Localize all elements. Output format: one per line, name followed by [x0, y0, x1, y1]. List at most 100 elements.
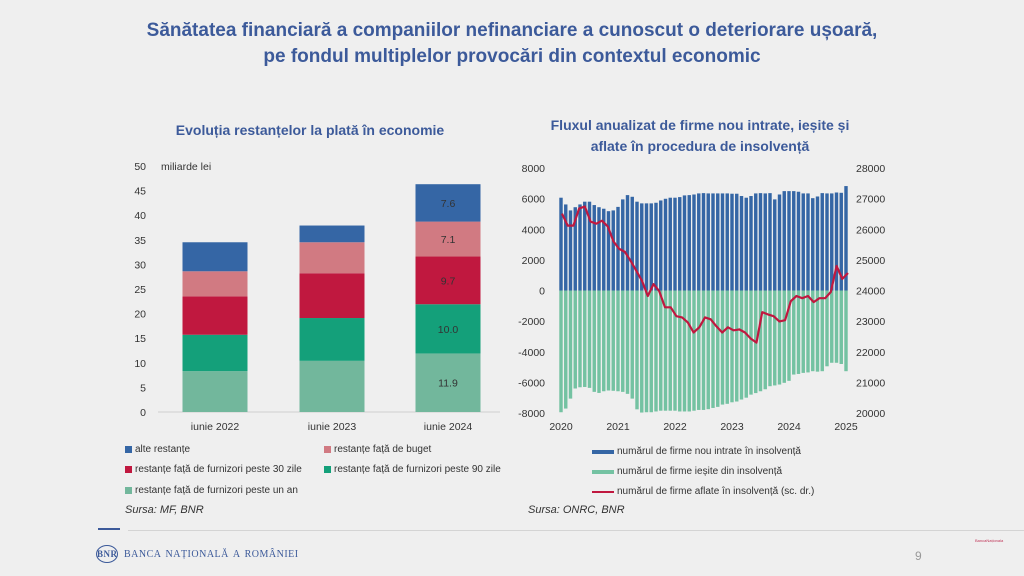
y-tick-label: 10 — [134, 358, 146, 370]
exit-bar — [701, 290, 706, 410]
y-tick-label: 5 — [140, 382, 146, 394]
bar-segment — [299, 318, 365, 361]
entry-bar — [844, 186, 848, 291]
exit-bar — [659, 290, 663, 411]
exit-bar — [844, 290, 848, 372]
exit-bar — [773, 290, 777, 386]
exit-bar — [834, 290, 839, 363]
entry-bar — [720, 193, 725, 291]
legend-label: restanțe față de furnizori peste 90 zile — [334, 464, 501, 475]
entry-bar — [682, 195, 687, 291]
y-tick-label: 15 — [134, 333, 146, 345]
entry-bar — [678, 197, 682, 291]
right-y-tick-label: 20000 — [856, 408, 885, 420]
right-chart-title-line2: aflate în procedura de insolvență — [590, 138, 810, 154]
slide-title-line1: Sănătatea financiară a companiilor nefin… — [146, 20, 878, 41]
exit-bar — [830, 290, 834, 363]
left-y-tick-label: 4000 — [522, 224, 546, 236]
entry-bar — [583, 201, 587, 291]
exit-bar — [663, 290, 668, 411]
exit-bar — [815, 290, 820, 372]
exit-bar — [758, 290, 763, 392]
exit-bar — [706, 290, 710, 410]
bar-segment — [182, 271, 248, 297]
exit-bar — [635, 290, 639, 410]
bar-segment — [415, 184, 481, 222]
y-tick-label: 30 — [134, 259, 146, 271]
x-tick-label: 2020 — [549, 421, 573, 433]
entry-bar — [621, 199, 625, 291]
exit-bar — [602, 290, 606, 392]
exit-bar — [711, 290, 715, 408]
bar-data-label: 10.0 — [438, 324, 459, 336]
exit-bar — [578, 290, 582, 388]
entry-bar — [830, 193, 834, 291]
left-chart-title: Evoluția restanțelor la plată în economi… — [175, 122, 445, 138]
entry-bar — [725, 193, 729, 291]
exit-bar — [811, 290, 815, 372]
x-tick-label: 2025 — [834, 421, 858, 433]
exit-bar — [559, 290, 563, 413]
entry-bar — [825, 193, 829, 291]
entry-bar — [815, 196, 820, 291]
bar-segment — [299, 225, 365, 243]
exit-bar — [568, 290, 573, 399]
y-tick-label: 0 — [140, 407, 146, 419]
legend-swatch — [592, 449, 614, 454]
entry-bar — [592, 205, 596, 291]
footer-brand-text: Banca Națională a României — [124, 546, 299, 561]
entry-bar — [744, 197, 748, 291]
slide-title: Sănătatea financiară a companiilor nefin… — [0, 18, 1024, 70]
legend-swatch — [125, 466, 132, 473]
y-tick-label: 45 — [134, 186, 146, 198]
exit-bar — [782, 290, 786, 383]
left-y-tick-label: 8000 — [522, 163, 546, 175]
left-y-tick-label: 6000 — [522, 194, 546, 206]
exit-bar — [730, 290, 734, 403]
left-stacked-bar-chart: 0 5 10 15 20 25 30 35 40 45 50 miliarde lei iunie 20… — [134, 161, 500, 433]
exit-bar — [573, 290, 577, 389]
right-bar-line-chart: -8000 -6000 -4000 -2000 0 2000 4000 6000 8000 200… — [518, 163, 885, 433]
bar-data-label: 9.7 — [441, 275, 456, 287]
exit-bar — [820, 290, 824, 372]
right-y-tick-label: 25000 — [856, 255, 885, 267]
entry-bar — [692, 194, 696, 291]
entry-bar — [564, 204, 568, 291]
exit-bar — [583, 290, 587, 387]
entry-bar — [659, 200, 663, 291]
entry-bar — [635, 201, 639, 291]
left-chart-source: Sursa: MF, BNR — [125, 504, 204, 516]
entry-bar — [640, 203, 644, 291]
insolvency-line — [561, 205, 849, 344]
entry-bar — [644, 203, 649, 291]
exit-bar — [625, 290, 630, 394]
legend-label: alte restanțe — [135, 444, 191, 455]
page-number: 9 — [915, 549, 922, 563]
entry-bar — [697, 193, 701, 291]
x-tick-label: 2024 — [777, 421, 801, 433]
entry-bar — [587, 201, 592, 291]
legend-swatch — [125, 446, 132, 453]
bar-segment — [299, 242, 365, 274]
bar-segment — [299, 273, 365, 319]
corner-stamp: BancaNaționala — [975, 538, 1004, 543]
x-tick-label: 2022 — [663, 421, 687, 433]
right-y-tick-label: 23000 — [856, 316, 885, 328]
exit-bar — [649, 290, 653, 413]
right-chart-title-line1: Fluxul anualizat de firme nou intrate, i… — [550, 117, 850, 133]
bar-data-label: 11.9 — [438, 378, 458, 390]
exit-bar — [801, 290, 805, 373]
legend-item-aflate: numărul de firme aflate în insolvență (s… — [592, 486, 814, 497]
y-tick-label: 50 — [134, 161, 146, 173]
exit-bar — [592, 290, 596, 392]
exit-bar — [692, 290, 696, 411]
entry-bar — [606, 211, 611, 291]
left-y-tick-label: -6000 — [518, 377, 545, 389]
legend-swatch — [324, 466, 331, 473]
exit-bar — [564, 290, 568, 409]
legend-swatch — [125, 487, 132, 494]
entry-bar — [673, 197, 677, 291]
entry-bar — [625, 195, 630, 291]
legend-label: numărul de firme aflate în insolvență (s… — [617, 486, 815, 497]
legend-swatch — [592, 490, 614, 493]
